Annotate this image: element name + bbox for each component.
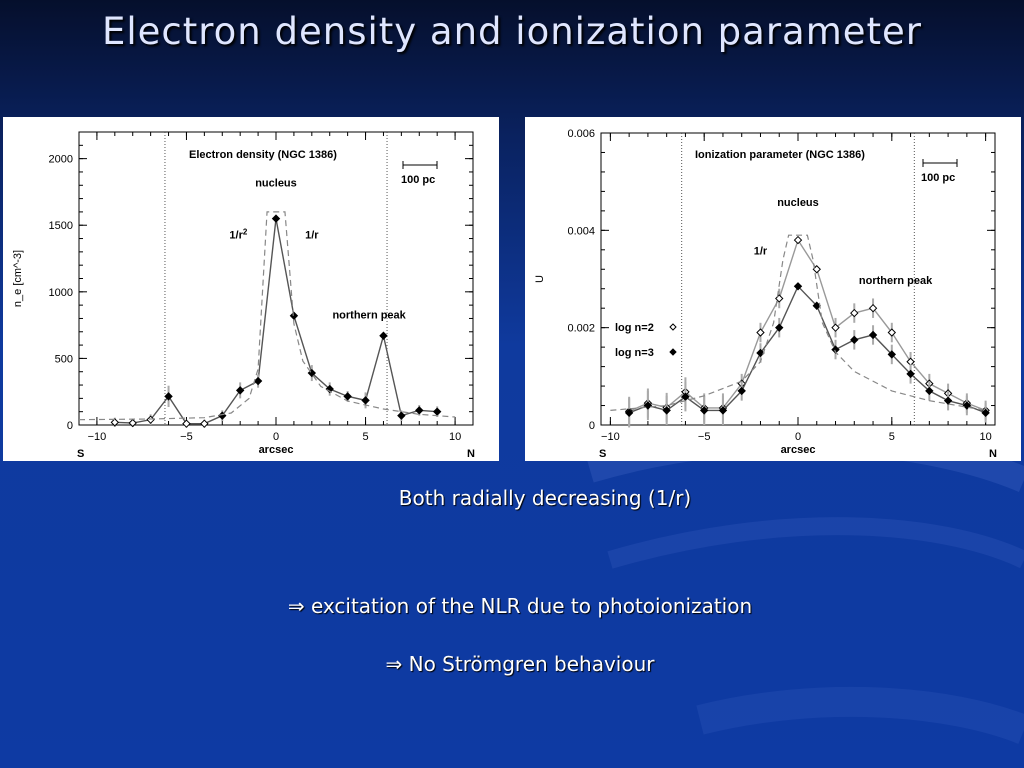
- y-tick-label: 0.002: [567, 323, 595, 335]
- y-tick-label: 500: [55, 353, 73, 365]
- y-tick-label: 1500: [49, 220, 73, 232]
- chart-title: Electron density (NGC 1386): [189, 149, 337, 161]
- x-tick-label: −10: [88, 431, 107, 443]
- y-tick-label: 1000: [49, 287, 73, 299]
- x-tick-label: 0: [273, 431, 279, 443]
- data-point: [361, 396, 370, 405]
- series-line: [628, 285, 986, 414]
- data-point: [271, 214, 281, 223]
- electron-density-plot: −10 −5 0 5 10 0 500 1000 1500 2000 arcsec S Nn_e [cm…: [12, 131, 475, 460]
- data-point: [662, 406, 671, 415]
- data-point: [432, 407, 442, 416]
- data-point: [718, 406, 728, 415]
- x-axis-label: arcsec: [781, 444, 816, 456]
- legend-label: log n=3: [615, 347, 654, 359]
- north-label: N: [467, 448, 475, 460]
- annotation-label: 1/r2: [229, 228, 247, 242]
- data-point: [756, 328, 765, 337]
- x-tick-label: 10: [449, 431, 461, 443]
- data-point: [699, 406, 709, 415]
- data-point: [397, 411, 406, 420]
- data-point: [925, 386, 934, 396]
- y-tick-label: 0: [67, 420, 73, 432]
- chart-title: Ionization parameter (NGC 1386): [695, 149, 865, 161]
- annotation-label: nucleus: [255, 178, 297, 190]
- legend-label: log n=2: [615, 322, 654, 334]
- data-point: [235, 386, 245, 395]
- conclusion-no-stromgren: ⇒ No Strömgren behaviour: [385, 652, 655, 676]
- south-label: S: [599, 448, 606, 460]
- annotation-label: northern peak: [332, 309, 406, 321]
- y-tick-label: 0: [589, 420, 595, 432]
- model-curve: [78, 211, 456, 421]
- data-point: [415, 406, 424, 415]
- data-point: [343, 392, 352, 401]
- data-point: [737, 386, 746, 396]
- x-tick-label: 0: [795, 431, 801, 443]
- data-point: [289, 311, 299, 320]
- series-line: [628, 238, 986, 413]
- data-point: [793, 235, 803, 245]
- x-tick-label: −10: [601, 431, 620, 443]
- scalebar-label: 100 pc: [401, 174, 435, 186]
- data-point: [868, 303, 878, 313]
- annotation-label: 1/r: [305, 230, 319, 242]
- data-point: [253, 376, 263, 386]
- data-point: [775, 323, 784, 332]
- y-axis-label: U: [534, 275, 546, 283]
- annotation-superscript: 2: [243, 228, 248, 237]
- scalebar-label: 100 pc: [921, 172, 955, 184]
- conclusion-photoionization: ⇒ excitation of the NLR due to photoioni…: [287, 594, 753, 618]
- data-point: [182, 419, 191, 428]
- x-tick-label: 5: [889, 431, 895, 443]
- y-axis-label: n_e [cm^-3]: [12, 250, 24, 307]
- annotation-label: northern peak: [859, 275, 933, 287]
- legend-marker: [669, 348, 677, 356]
- ionization-parameter-chart: −10 −5 0 5 10 0 0.002 0.004 0.006 arcsec S N U Ioniza…: [525, 117, 1021, 461]
- y-tick-label: 0.004: [567, 225, 595, 237]
- data-point: [887, 350, 897, 359]
- ionization-parameter-plot: −10 −5 0 5 10 0 0.002 0.004 0.006 arcsec S N U Ioniza…: [534, 128, 997, 460]
- slide-title: Electron density and ionization paramete…: [101, 10, 923, 53]
- data-point: [756, 348, 765, 358]
- data-point: [379, 331, 388, 340]
- data-point: [128, 418, 137, 428]
- data-point: [831, 323, 840, 332]
- x-tick-label: 10: [979, 431, 991, 443]
- north-label: N: [989, 448, 997, 460]
- model-curve: [610, 234, 986, 411]
- annotation-label: nucleus: [777, 197, 819, 209]
- x-tick-label: −5: [698, 431, 711, 443]
- y-tick-label: 0.006: [567, 128, 595, 140]
- x-axis-label: arcsec: [259, 444, 294, 456]
- south-label: S: [77, 448, 84, 460]
- data-point: [887, 328, 897, 337]
- data-point: [981, 408, 990, 418]
- data-point: [868, 330, 878, 340]
- data-point: [850, 308, 859, 318]
- data-point: [850, 335, 859, 345]
- data-point: [164, 392, 173, 401]
- data-point: [110, 418, 120, 427]
- data-point: [200, 419, 209, 428]
- y-tick-label: 2000: [49, 154, 73, 166]
- caption-radially-decreasing: Both radially decreasing (1/r): [398, 486, 692, 510]
- x-tick-label: 5: [362, 431, 368, 443]
- annotation-label: 1/r: [754, 246, 768, 258]
- legend-marker: [669, 323, 677, 331]
- x-tick-label: −5: [180, 431, 193, 443]
- data-point: [624, 408, 634, 418]
- data-point: [793, 282, 803, 291]
- data-point: [943, 396, 953, 405]
- data-point: [831, 345, 840, 354]
- data-point: [906, 369, 915, 379]
